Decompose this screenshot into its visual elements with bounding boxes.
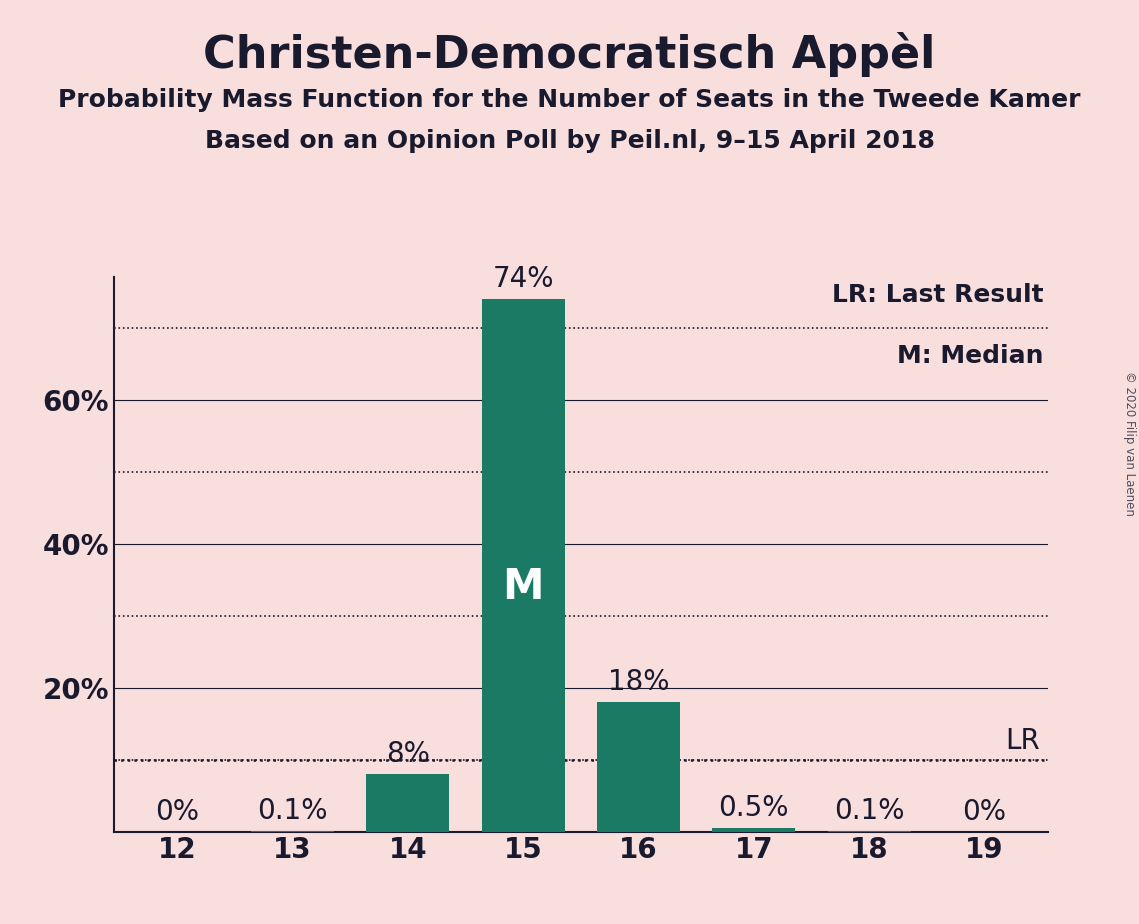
Bar	[482, 298, 565, 832]
Text: 0%: 0%	[155, 797, 199, 826]
Text: © 2020 Filip van Laenen: © 2020 Filip van Laenen	[1123, 371, 1137, 516]
Text: M: Median: M: Median	[896, 344, 1043, 368]
Text: LR: LR	[1005, 727, 1040, 755]
Text: 0.1%: 0.1%	[257, 797, 328, 825]
Text: Based on an Opinion Poll by Peil.nl, 9–15 April 2018: Based on an Opinion Poll by Peil.nl, 9–1…	[205, 129, 934, 153]
Text: Christen-Democratisch Appèl: Christen-Democratisch Appèl	[204, 32, 935, 78]
Text: 74%: 74%	[492, 265, 554, 293]
Bar	[367, 774, 450, 832]
Bar	[597, 702, 680, 832]
Text: Probability Mass Function for the Number of Seats in the Tweede Kamer: Probability Mass Function for the Number…	[58, 88, 1081, 112]
Text: LR: Last Result: LR: Last Result	[831, 283, 1043, 307]
Text: 0.1%: 0.1%	[834, 797, 904, 825]
Text: 0%: 0%	[962, 797, 1007, 826]
Text: 18%: 18%	[608, 668, 670, 697]
Text: M: M	[502, 565, 544, 607]
Text: 0.5%: 0.5%	[719, 795, 789, 822]
Bar	[712, 828, 795, 832]
Text: 8%: 8%	[386, 740, 429, 768]
